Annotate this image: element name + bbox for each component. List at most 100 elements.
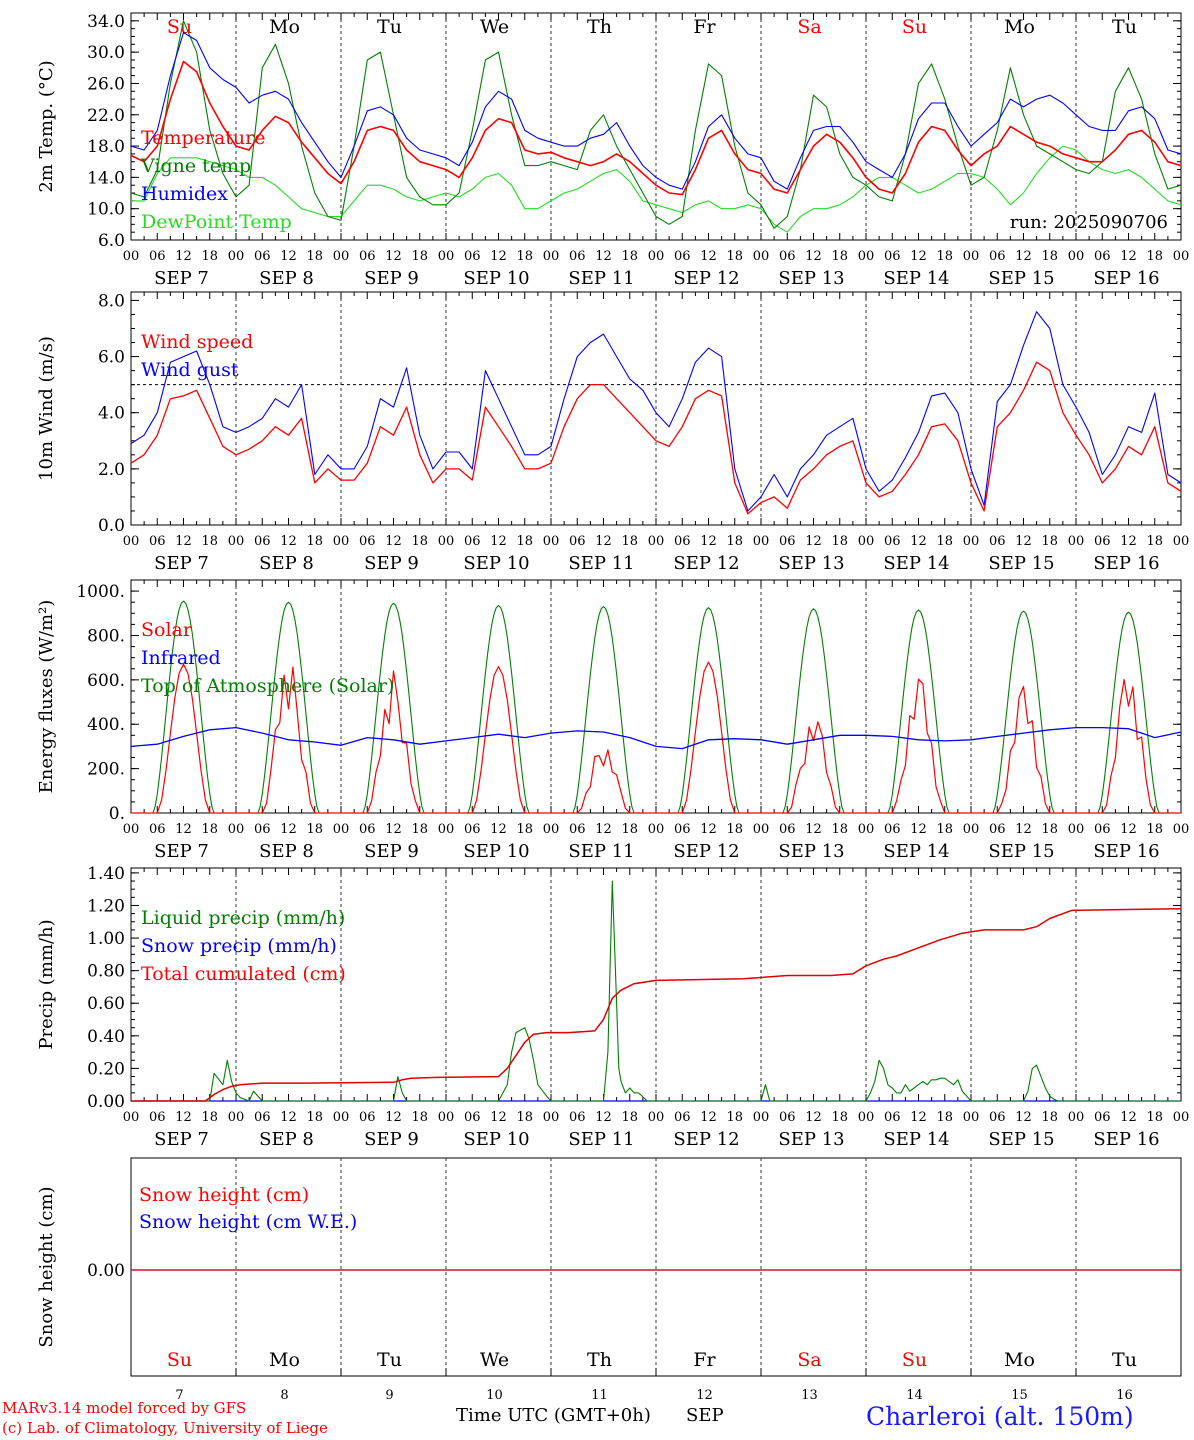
day-abbr: Mo	[1004, 1349, 1035, 1371]
day-abbr: Th	[587, 1349, 612, 1371]
hour-tick-label: 18	[936, 822, 953, 837]
hour-tick-label: 06	[149, 822, 166, 837]
y-axis-label: 2m Temp. (°C)	[36, 60, 57, 192]
date-label: SEP 10	[463, 553, 529, 574]
hour-tick-label: 12	[1015, 249, 1032, 264]
hour-tick-label: 00	[543, 249, 560, 264]
series-line-humidex	[130, 32, 1182, 190]
hour-tick-label: 00	[543, 534, 560, 549]
hour-tick-label: 00	[123, 534, 140, 549]
y-tick-label: 0.00	[87, 1261, 125, 1281]
hour-tick-label: 18	[831, 249, 848, 264]
y-tick-label: 400.	[87, 715, 125, 735]
hour-tick-label: 12	[805, 1110, 822, 1125]
y-axis-label: 10m Wind (m/s)	[36, 336, 57, 481]
hour-tick-label: 18	[411, 1110, 428, 1125]
hour-tick-label: 06	[149, 249, 166, 264]
hour-tick-label: 06	[989, 1110, 1006, 1125]
hour-tick-label: 18	[516, 534, 533, 549]
hour-tick-label: 18	[201, 249, 218, 264]
hour-tick-label: 06	[569, 822, 586, 837]
date-label: SEP 7	[154, 268, 209, 289]
date-label: SEP 7	[154, 1129, 209, 1150]
hour-tick-label: 06	[359, 534, 376, 549]
hour-tick-label: 00	[1068, 534, 1085, 549]
hour-tick-label: 00	[438, 249, 455, 264]
hour-tick-label: 00	[228, 822, 245, 837]
hour-tick-label: 06	[359, 249, 376, 264]
y-tick-label: 10.0	[87, 200, 125, 220]
hour-tick-label: 18	[621, 822, 638, 837]
hour-tick-label: 12	[280, 249, 297, 264]
hour-tick-label: 00	[123, 822, 140, 837]
legend-entry: Solar	[141, 619, 193, 641]
hour-tick-label: 06	[779, 1110, 796, 1125]
hour-tick-label: 00	[1068, 822, 1085, 837]
hour-tick-label: 18	[1146, 1110, 1163, 1125]
date-label: SEP 13	[778, 268, 844, 289]
hour-tick-label: 18	[306, 1110, 323, 1125]
hour-tick-label: 00	[753, 822, 770, 837]
y-tick-label: 6.0	[98, 348, 125, 368]
hour-tick-label: 18	[621, 1110, 638, 1125]
date-label: SEP 14	[883, 268, 949, 289]
day-abbr: Tu	[1112, 1349, 1137, 1371]
hour-tick-label: 06	[359, 822, 376, 837]
date-label: SEP 16	[1093, 553, 1159, 574]
date-label: SEP 8	[259, 268, 314, 289]
hour-tick-label: 18	[516, 249, 533, 264]
hour-tick-label: 00	[858, 534, 875, 549]
day-number: 14	[906, 1388, 923, 1403]
hour-tick-label: 12	[910, 1110, 927, 1125]
legend-entry: Top of Atmosphere (Solar)	[141, 675, 394, 697]
day-abbr: Fr	[693, 1349, 716, 1371]
date-label: SEP 12	[673, 553, 739, 574]
y-tick-label: 800.	[87, 626, 125, 646]
hour-tick-label: 12	[700, 249, 717, 264]
hour-tick-label: 00	[648, 249, 665, 264]
hour-tick-label: 18	[621, 249, 638, 264]
hour-tick-label: 18	[726, 822, 743, 837]
y-tick-label: 4.0	[98, 404, 125, 424]
legend-entry: Total cumulated (cm)	[141, 963, 346, 985]
y-axis-label: Snow height (cm)	[36, 1186, 57, 1347]
hour-tick-label: 06	[884, 534, 901, 549]
hour-tick-label: 18	[831, 1110, 848, 1125]
hour-tick-label: 12	[175, 249, 192, 264]
hour-tick-label: 00	[648, 822, 665, 837]
hour-tick-label: 00	[963, 1110, 980, 1125]
hour-tick-label: 06	[1094, 822, 1111, 837]
hour-tick-label: 18	[1146, 534, 1163, 549]
hour-tick-label: 18	[1146, 249, 1163, 264]
y-tick-label: 0.00	[87, 1092, 125, 1112]
date-label: SEP 11	[568, 1129, 634, 1150]
legend-entry: Humidex	[141, 183, 228, 205]
hour-tick-label: 12	[1120, 249, 1137, 264]
y-tick-label: 34.0	[87, 12, 125, 32]
legend-entry: Infrared	[141, 647, 221, 669]
hour-tick-label: 12	[490, 534, 507, 549]
hour-tick-label: 06	[884, 1110, 901, 1125]
day-abbr: Tu	[377, 1349, 402, 1371]
legend-entry: Vigne temp	[140, 155, 251, 177]
date-label: SEP 15	[988, 268, 1054, 289]
hour-tick-label: 06	[1094, 534, 1111, 549]
legend-entry: Wind gust	[141, 359, 239, 381]
date-label: SEP 8	[259, 841, 314, 862]
y-tick-label: 0.	[109, 804, 125, 824]
hour-tick-label: 12	[1120, 534, 1137, 549]
hour-tick-label: 12	[910, 534, 927, 549]
hour-tick-label: 00	[1173, 249, 1190, 264]
day-abbr: Sa	[797, 16, 821, 38]
hour-tick-label: 12	[175, 534, 192, 549]
hour-tick-label: 18	[306, 822, 323, 837]
series-line-liquid-precip	[131, 880, 1181, 1102]
hour-tick-label: 18	[516, 1110, 533, 1125]
day-abbr: Mo	[269, 1349, 300, 1371]
hour-tick-label: 06	[674, 822, 691, 837]
hour-tick-label: 12	[385, 534, 402, 549]
station-label: Charleroi (alt. 150m)	[866, 1402, 1134, 1431]
hour-tick-label: 18	[306, 534, 323, 549]
hour-tick-label: 18	[831, 822, 848, 837]
